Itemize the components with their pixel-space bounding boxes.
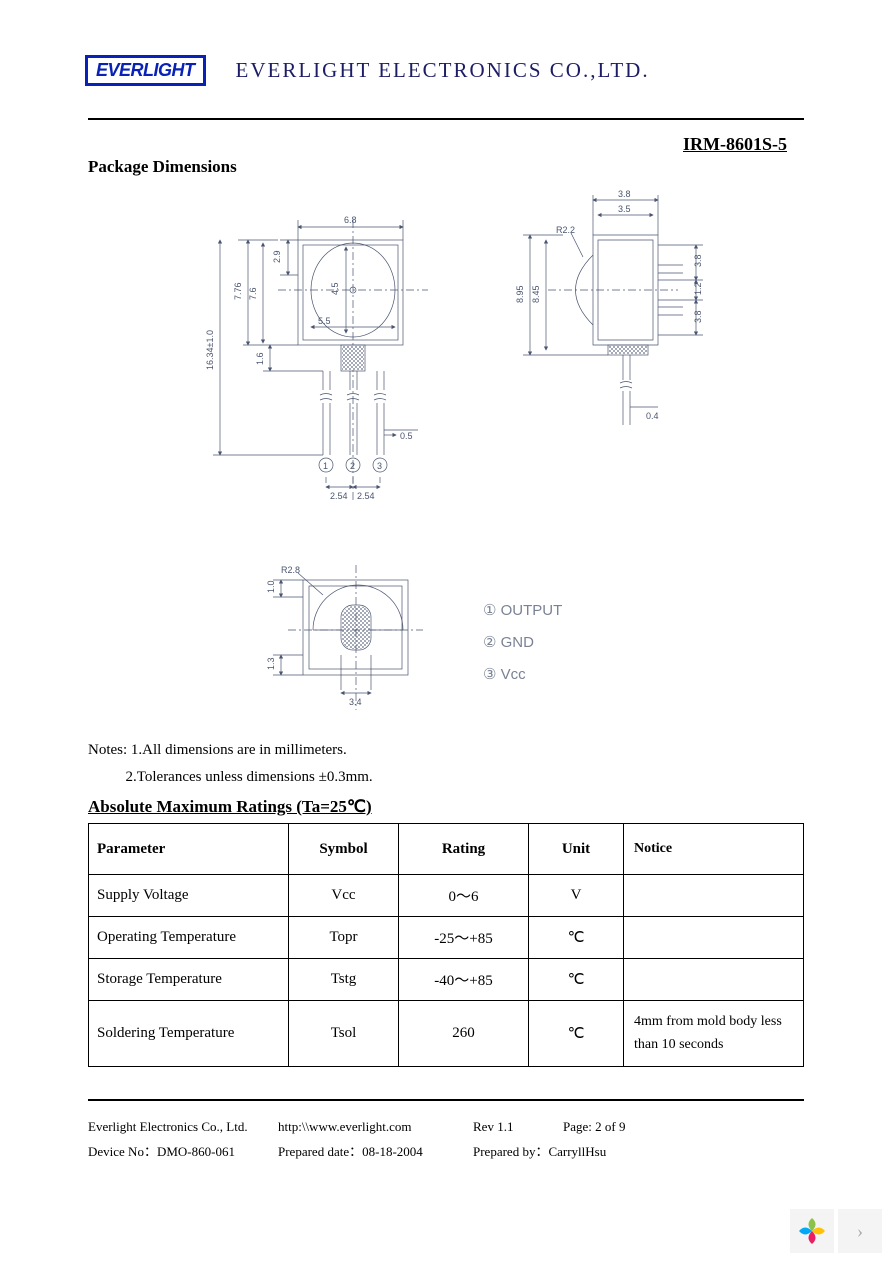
dim-side-pin-h1: 3.8 bbox=[693, 254, 703, 267]
footer-page: Page: 2 of 9 bbox=[563, 1115, 625, 1140]
dim-pin-w: 0.5 bbox=[400, 431, 413, 441]
table-row: Operating Temperature Topr -25～+85 ℃ bbox=[89, 917, 804, 959]
cell-param: Operating Temperature bbox=[89, 917, 289, 959]
dim-top-width: 6.8 bbox=[344, 215, 357, 225]
footer-rev: Rev 1.1 bbox=[473, 1115, 563, 1140]
note-1: 1.All dimensions are in millimeters. bbox=[131, 742, 347, 758]
cell-rating: -40～+85 bbox=[399, 959, 529, 1001]
cell-rating: 260 bbox=[399, 1001, 529, 1067]
dim-body-inner: 7.6 bbox=[248, 287, 258, 300]
th-param: Parameter bbox=[89, 824, 289, 875]
cell-unit: ℃ bbox=[529, 917, 624, 959]
logo: EVERLIGHT bbox=[85, 55, 206, 86]
th-unit: Unit bbox=[529, 824, 624, 875]
dim-bot-radius: R2.8 bbox=[281, 565, 300, 575]
notes: Notes: 1.All dimensions are in millimete… bbox=[88, 737, 892, 791]
cell-notice: 4mm from mold body less than 10 seconds bbox=[624, 1001, 804, 1067]
dim-side-top-outer: 3.8 bbox=[618, 189, 631, 199]
dim-lens-dia: 4.5 bbox=[330, 282, 340, 295]
pin-label-1: ① OUTPUT bbox=[483, 602, 562, 619]
cell-param: Supply Voltage bbox=[89, 875, 289, 917]
cell-param: Soldering Temperature bbox=[89, 1001, 289, 1067]
footer-device-label: Device No： bbox=[88, 1144, 157, 1159]
footer-url: http:\\www.everlight.com bbox=[278, 1115, 473, 1140]
table-row: Supply Voltage Vcc 0～6 V bbox=[89, 875, 804, 917]
dim-lens-h: 5.5 bbox=[318, 316, 331, 326]
part-number: IRM-8601S-5 bbox=[0, 134, 787, 155]
footer-divider bbox=[88, 1099, 804, 1101]
dim-side-pin-gap: 1.2 bbox=[693, 282, 703, 295]
notes-prefix: Notes: bbox=[88, 742, 127, 758]
dim-bot-inner: 3.4 bbox=[349, 697, 362, 707]
cell-symbol: Topr bbox=[289, 917, 399, 959]
dim-side-h-outer: 8.95 bbox=[515, 285, 525, 303]
dim-pin-sp1: 2.54 bbox=[330, 491, 348, 501]
ratings-title: Absolute Maximum Ratings (Ta=25℃) bbox=[88, 797, 892, 817]
cell-unit: V bbox=[529, 875, 624, 917]
svg-text:3: 3 bbox=[377, 461, 382, 471]
svg-text:2: 2 bbox=[350, 461, 355, 471]
cell-symbol: Tstg bbox=[289, 959, 399, 1001]
cell-unit: ℃ bbox=[529, 959, 624, 1001]
page-header: EVERLIGHT EVERLIGHT ELECTRONICS CO.,LTD. bbox=[0, 0, 892, 86]
corner-widget: › bbox=[790, 1209, 882, 1253]
cell-unit: ℃ bbox=[529, 1001, 624, 1067]
cell-param: Storage Temperature bbox=[89, 959, 289, 1001]
dim-side-radius: R2.2 bbox=[556, 225, 575, 235]
table-row: Storage Temperature Tstg -40～+85 ℃ bbox=[89, 959, 804, 1001]
footer-company: Everlight Electronics Co., Ltd. bbox=[88, 1115, 278, 1140]
footer-device-no: DMO-860-061 bbox=[157, 1144, 235, 1159]
dim-bottom-pin: 1.6 bbox=[255, 352, 265, 365]
th-notice: Notice bbox=[624, 824, 804, 875]
cell-notice bbox=[624, 959, 804, 1001]
dim-top-offset: 2.9 bbox=[272, 250, 282, 263]
cell-notice bbox=[624, 917, 804, 959]
ratings-table: Parameter Symbol Rating Unit Notice Supp… bbox=[88, 823, 804, 1067]
cell-notice bbox=[624, 875, 804, 917]
next-page-button[interactable]: › bbox=[838, 1209, 882, 1253]
dim-body-outer: 7.76 bbox=[233, 282, 243, 300]
dim-side-top-inner: 3.5 bbox=[618, 204, 631, 214]
package-dimensions-title: Package Dimensions bbox=[88, 157, 892, 177]
th-symbol: Symbol bbox=[289, 824, 399, 875]
dim-total-h: 16.34±1.0 bbox=[205, 330, 215, 370]
cell-rating: -25～+85 bbox=[399, 917, 529, 959]
dim-side-pin-h2: 3.8 bbox=[693, 310, 703, 323]
note-2: 2.Tolerances unless dimensions ±0.3mm. bbox=[126, 769, 373, 785]
th-rating: Rating bbox=[399, 824, 529, 875]
cell-rating: 0～6 bbox=[399, 875, 529, 917]
dim-pin-sp2: 2.54 bbox=[357, 491, 375, 501]
dim-side-pin-w: 0.4 bbox=[646, 411, 659, 421]
company-name: EVERLIGHT ELECTRONICS CO.,LTD. bbox=[236, 58, 650, 83]
dim-bot-top: 1.0 bbox=[266, 580, 276, 593]
footer-by-label: Prepared by： bbox=[473, 1144, 548, 1159]
dim-bot-bottom: 1.3 bbox=[266, 657, 276, 670]
footer-date: 08-18-2004 bbox=[362, 1144, 423, 1159]
pin-label-2: ② GND bbox=[483, 634, 534, 651]
dim-side-h-inner: 8.45 bbox=[531, 285, 541, 303]
table-row: Soldering Temperature Tsol 260 ℃ 4mm fro… bbox=[89, 1001, 804, 1067]
datasheet-logo-icon[interactable] bbox=[790, 1209, 834, 1253]
footer-date-label: Prepared date： bbox=[278, 1144, 362, 1159]
cell-symbol: Tsol bbox=[289, 1001, 399, 1067]
svg-text:1: 1 bbox=[323, 461, 328, 471]
table-header-row: Parameter Symbol Rating Unit Notice bbox=[89, 824, 804, 875]
logo-text: EVERLIGHT bbox=[96, 60, 195, 80]
header-divider bbox=[88, 118, 804, 120]
chevron-right-icon: › bbox=[857, 1221, 863, 1242]
footer-by: CarryllHsu bbox=[548, 1144, 606, 1159]
page-footer: Everlight Electronics Co., Ltd. http:\\w… bbox=[88, 1115, 804, 1164]
pin-label-3: ③ Vcc bbox=[483, 666, 526, 683]
package-diagram: 4.5 5.5 1 2 3 bbox=[88, 185, 804, 725]
cell-symbol: Vcc bbox=[289, 875, 399, 917]
